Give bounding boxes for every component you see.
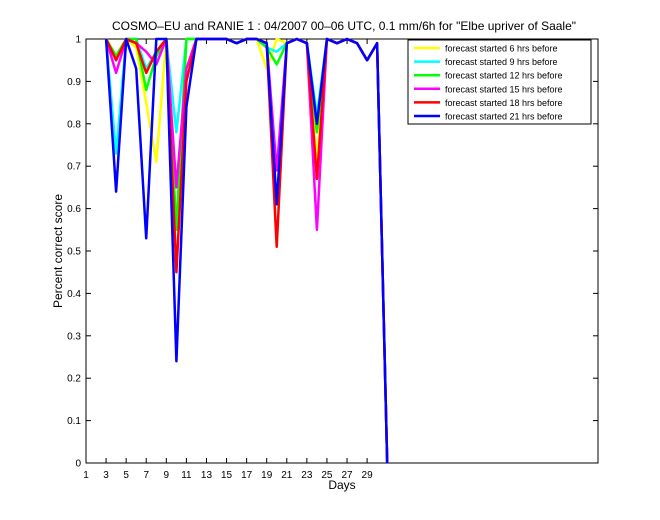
x-tick-label: 5 [123, 470, 129, 481]
series-lines [104, 37, 389, 464]
y-tick-label: 0.9 [67, 77, 81, 88]
legend-label-2: forecast started 9 hrs before [445, 57, 558, 67]
x-tick-label: 15 [221, 470, 233, 481]
x-tick-label: 13 [201, 470, 213, 481]
x-tick-label: 27 [341, 470, 353, 481]
y-tick-label: 0.8 [67, 119, 81, 130]
chart-title: COSMO–EU and RANIE 1 : 04/2007 00–06 UTC… [112, 19, 576, 33]
y-tick-label: 0 [75, 459, 81, 470]
legend-label-6: forecast started 21 hrs before [445, 112, 563, 122]
series-line-6 [104, 37, 389, 464]
y-tick-label: 0.1 [67, 416, 81, 427]
y-tick-label: 0.3 [67, 331, 81, 342]
legend-label-1: forecast started 6 hrs before [445, 44, 558, 54]
y-tick-label: 0.4 [67, 289, 81, 300]
x-tick-label: 9 [164, 470, 170, 481]
x-tick-label: 17 [241, 470, 253, 481]
legend-label-5: forecast started 18 hrs before [445, 98, 563, 108]
y-tick-label: 0.6 [67, 204, 81, 215]
legend-label-3: forecast started 12 hrs before [445, 71, 563, 81]
y-tick-label: 0.7 [67, 162, 81, 173]
legend-box [407, 39, 592, 125]
x-tick-label: 21 [281, 470, 293, 481]
x-tick-label: 23 [301, 470, 313, 481]
x-tick-label: 25 [321, 470, 333, 481]
x-tick-label: 29 [362, 470, 374, 481]
x-tick-label: 1 [83, 470, 89, 481]
y-tick-label: 0.5 [67, 247, 81, 258]
y-axis-label: Percent correct score [51, 194, 65, 308]
x-tick-label: 7 [143, 470, 149, 481]
x-tick-label: 3 [103, 470, 109, 481]
legend-label-4: forecast started 15 hrs before [445, 84, 563, 94]
legend: forecast started 6 hrs before forecast st… [407, 39, 592, 125]
y-tick-label: 0.2 [67, 374, 81, 385]
x-tick-label: 19 [261, 470, 273, 481]
axis-ticks: 1 3 5 7 9 11 13 15 17 19 21 23 25 27 2900.10.20.30.40.… [67, 35, 598, 481]
x-tick-label: 11 [181, 470, 192, 481]
y-tick-label: 1 [75, 35, 81, 46]
x-axis-label: Days [328, 478, 355, 492]
